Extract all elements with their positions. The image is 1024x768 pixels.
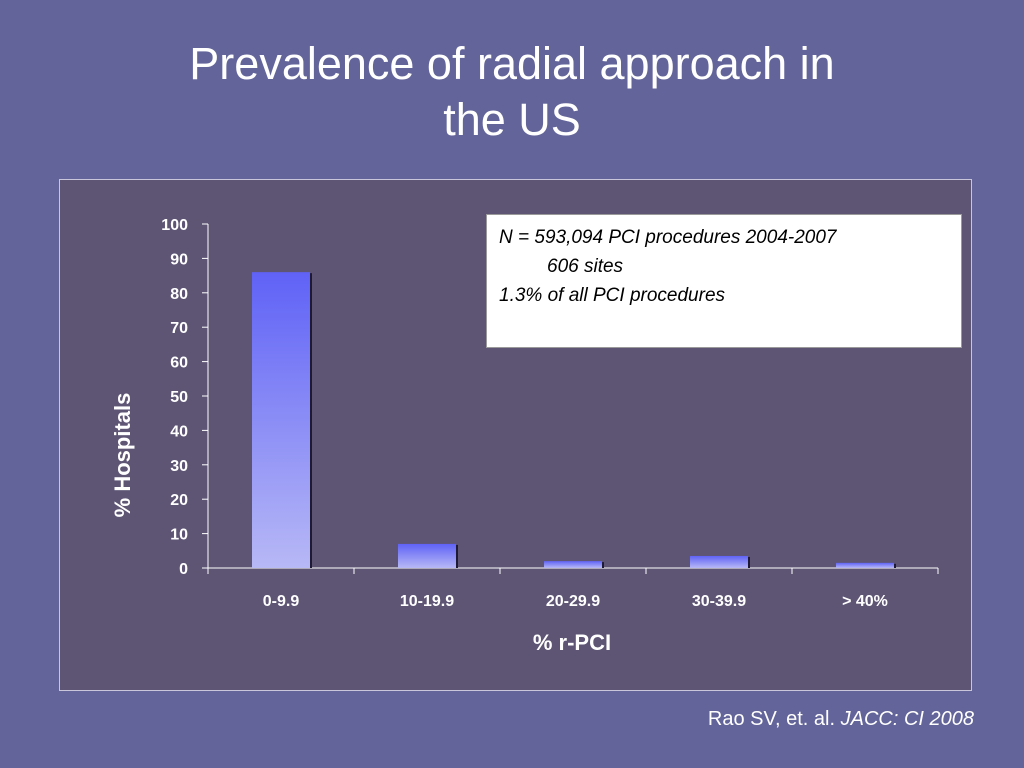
y-tick-label: 50 [170, 389, 188, 406]
x-tick-label: 30-39.9 [692, 593, 746, 610]
y-tick-label: 40 [170, 423, 188, 440]
x-tick-label: 10-19.9 [400, 593, 454, 610]
bar-2 [398, 543, 456, 568]
y-tick-label: 90 [170, 251, 188, 268]
citation: Rao SV, et. al. JACC: CI 2008 [708, 708, 974, 731]
x-tick-label: 0-9.9 [263, 593, 300, 610]
citation-authors: Rao SV, et. al. [707, 708, 836, 730]
study-note-box: N = 593,094 PCI procedures 2004-2007 606… [486, 214, 962, 348]
bar-5 [836, 562, 894, 568]
y-tick-label: 0 [179, 561, 188, 578]
note-line-procedures: N = 593,094 PCI procedures 2004-2007 [499, 227, 837, 248]
bar-3 [544, 561, 602, 568]
x-tick-label: 20-29.9 [546, 593, 600, 610]
slide-title: Prevalence of radial approach in the US [40, 36, 984, 148]
x-axis-title: % r-PCI [533, 630, 611, 655]
y-tick-label: 70 [170, 320, 188, 337]
y-tick-label: 80 [170, 286, 188, 303]
note-line-sites: 606 sites [547, 256, 624, 277]
y-tick-label: 60 [170, 355, 188, 372]
y-tick-label: 30 [170, 458, 188, 475]
bar-4 [690, 555, 748, 568]
y-tick-label: 20 [170, 492, 188, 509]
slide-title-line-2: the US [443, 94, 581, 145]
citation-journal: JACC: CI 2008 [840, 708, 974, 730]
bar-1 [252, 272, 310, 568]
bar-chart: 0 10 20 30 40 50 60 70 80 90 100 0-9.9 10-19.9 20-29.… [110, 217, 939, 655]
y-axis-title: % Hospitals [110, 393, 135, 518]
slide-title-line-1: Prevalence of radial approach in [189, 38, 835, 89]
x-tick-label: > 40% [842, 593, 888, 610]
note-line-percentage: 1.3% of all PCI procedures [499, 285, 726, 306]
chart-panel: 0 10 20 30 40 50 60 70 80 90 100 0-9.9 10-19.9 20-29.… [59, 179, 972, 691]
y-tick-label: 10 [170, 527, 188, 544]
y-tick-label: 100 [161, 217, 188, 234]
